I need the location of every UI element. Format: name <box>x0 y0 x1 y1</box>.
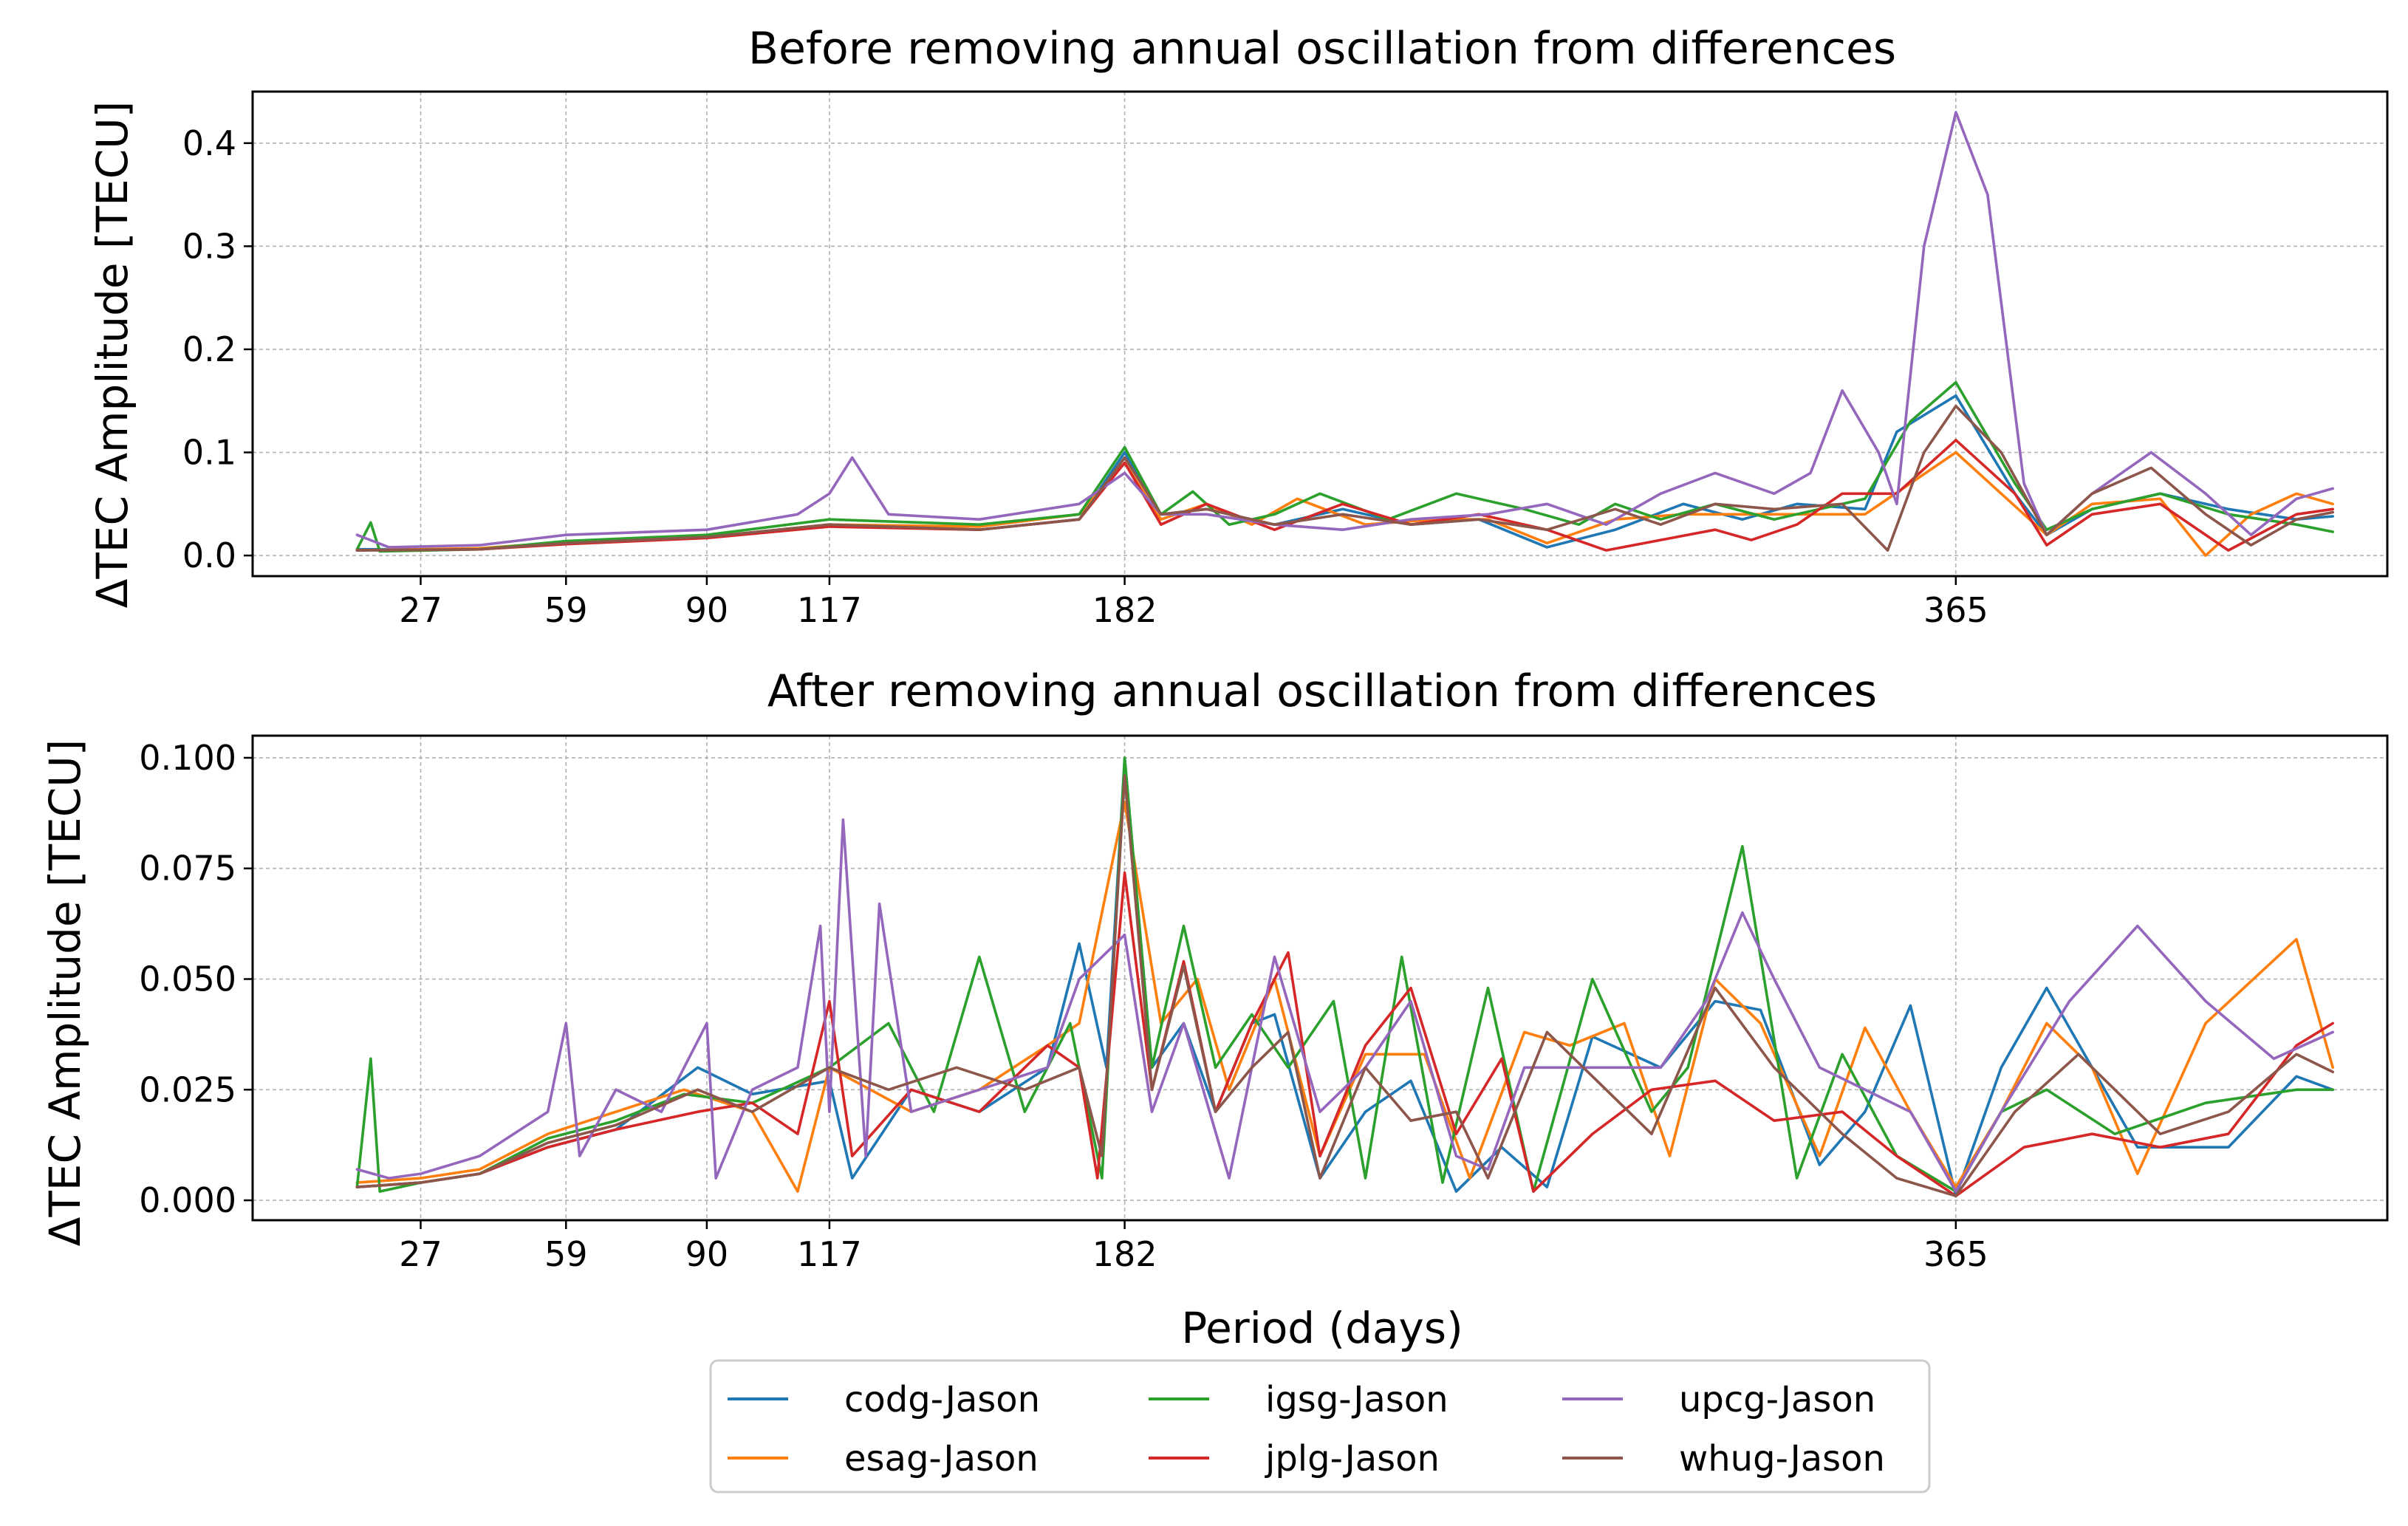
top-series-whug-Jason <box>355 404 2334 552</box>
bottom-ticks: 27 59 90 117 182 365 0.000 0.025 0.050 0.075 0.100 <box>139 738 1988 1274</box>
bottom-plot-frame <box>251 734 2389 1222</box>
top-grid <box>253 92 2387 576</box>
bottom-series-upcg-Jason <box>355 818 2334 1193</box>
bottom-x-tick-label: 182 <box>1092 1234 1157 1274</box>
top-x-tick-label: 182 <box>1092 590 1157 630</box>
top-y-tick-label: 0.3 <box>182 226 236 266</box>
bottom-x-tick-label: 27 <box>399 1234 442 1274</box>
top-x-tick-label: 90 <box>685 590 729 630</box>
bottom-panel-title: After removing annual oscillation from d… <box>767 666 1877 717</box>
bottom-x-tick-label: 90 <box>685 1234 729 1274</box>
legend-box <box>709 1359 1931 1494</box>
bottom-y-tick-label: 0.025 <box>139 1070 236 1109</box>
top-series-layer <box>355 111 2334 557</box>
top-ticks: 27 59 90 117 182 365 0.0 0.1 0.2 0.3 0.4 <box>182 123 1988 630</box>
legend-label: esag-Jason <box>844 1438 1039 1479</box>
top-panel: Before removing annual oscillation from … <box>87 23 2389 630</box>
bottom-y-axis-label: ΔTEC Amplitude [TECU] <box>40 739 90 1247</box>
legend-label: codg-Jason <box>844 1379 1040 1420</box>
top-y-axis-label: ΔTEC Amplitude [TECU] <box>87 101 137 609</box>
bottom-y-tick-label: 0.100 <box>139 738 236 778</box>
bottom-x-tick-label: 117 <box>797 1234 862 1274</box>
top-y-tick-label: 0.0 <box>182 536 236 575</box>
legend-label: igsg-Jason <box>1265 1379 1448 1420</box>
top-y-tick-label: 0.4 <box>182 123 236 163</box>
bottom-series-whug-Jason <box>355 774 2334 1197</box>
bottom-y-tick-label: 0.000 <box>139 1180 236 1220</box>
legend-label: jplg-Jason <box>1265 1438 1440 1479</box>
legend: codg-Jason igsg-Jason upcg-Jason esag-Jason… <box>709 1359 1931 1494</box>
top-x-tick-label: 59 <box>544 590 588 630</box>
top-x-tick-label: 27 <box>399 590 442 630</box>
x-axis-label: Period (days) <box>1181 1303 1463 1353</box>
bottom-series-jplg-Jason <box>355 871 2334 1197</box>
bottom-grid <box>253 736 2387 1220</box>
bottom-y-tick-label: 0.050 <box>139 959 236 999</box>
bottom-y-tick-label: 0.075 <box>139 849 236 889</box>
top-x-tick-label: 117 <box>797 590 862 630</box>
bottom-series-layer <box>355 756 2334 1197</box>
top-y-tick-label: 0.2 <box>182 329 236 369</box>
top-y-tick-label: 0.1 <box>182 433 236 473</box>
bottom-x-tick-label: 365 <box>1923 1234 1988 1274</box>
top-series-esag-Jason <box>355 451 2334 557</box>
bottom-panel: After removing annual oscillation from d… <box>40 666 2389 1353</box>
top-plot-frame <box>251 90 2389 578</box>
legend-entries: codg-Jason igsg-Jason upcg-Jason esag-Jason… <box>728 1379 1885 1479</box>
top-x-tick-label: 365 <box>1923 590 1988 630</box>
legend-label: whug-Jason <box>1679 1438 1885 1479</box>
top-panel-title: Before removing annual oscillation from … <box>748 23 1896 75</box>
bottom-x-tick-label: 59 <box>544 1234 588 1274</box>
legend-label: upcg-Jason <box>1679 1379 1875 1420</box>
